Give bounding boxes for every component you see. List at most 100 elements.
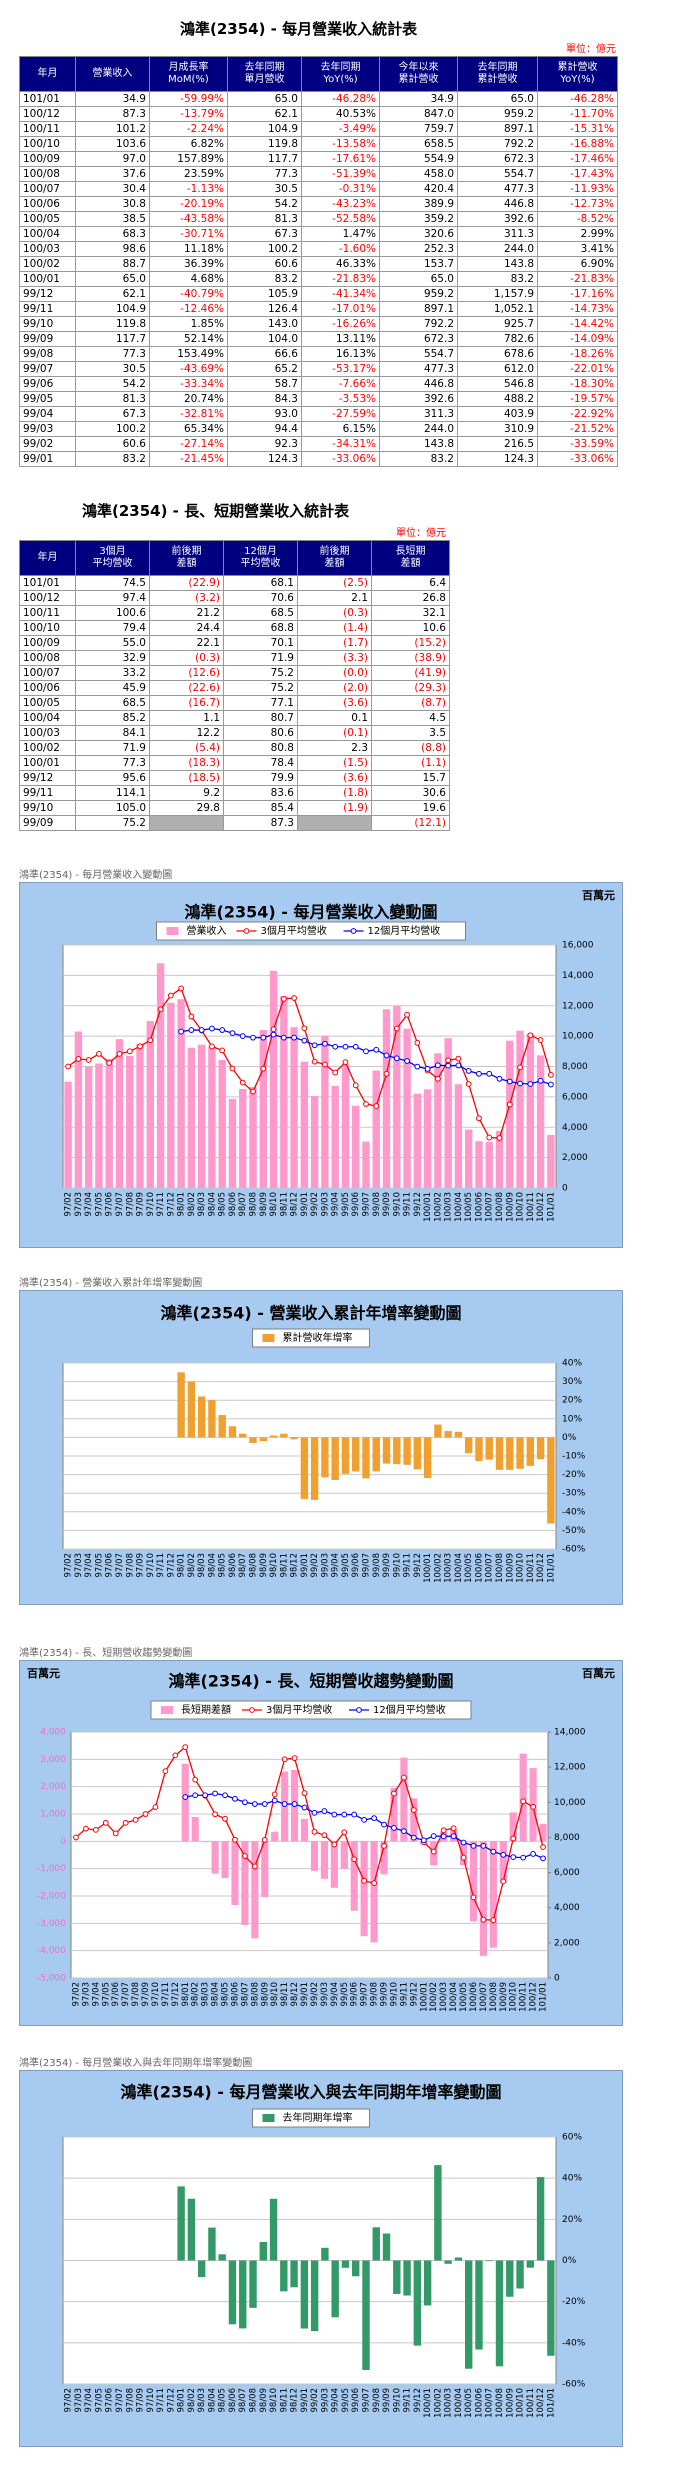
x-tick-label: 100/11	[526, 2388, 536, 2418]
table-cell: -21.83%	[301, 271, 380, 287]
point	[510, 1835, 517, 1842]
table-cell: -13.79%	[149, 106, 228, 122]
x-tick-label: 99/05	[341, 2388, 351, 2413]
point	[250, 1034, 256, 1041]
table-cell: 77.3	[227, 166, 302, 182]
point	[393, 1055, 400, 1062]
point	[122, 1819, 129, 1826]
legend-marker	[243, 928, 250, 934]
point	[270, 1031, 277, 1038]
table-cell: 54.2	[227, 196, 302, 212]
x-tick-label: 99/08	[372, 1553, 382, 1578]
table-row: 99/08 77.3 153.49% 66.6 16.13% 554.7 678.6 -18.…	[19, 346, 618, 362]
point	[271, 1791, 278, 1798]
table-cell: 119.8	[75, 316, 150, 332]
table-cell: 143.8	[457, 256, 538, 272]
point	[73, 1834, 79, 1841]
legend-label: 12個月平均營收	[368, 924, 441, 937]
table-cell: 100/10	[19, 136, 76, 152]
header-cell: 營業收入	[75, 56, 150, 92]
table-cell: 104.0	[227, 331, 302, 347]
point	[537, 1077, 544, 1084]
x-tick-label: 97/07	[115, 1192, 125, 1217]
table-cell: 100/12	[19, 106, 76, 122]
table-cell: 100.6	[75, 605, 150, 621]
bar	[280, 996, 288, 1188]
x-tick-label: 99/06	[350, 1982, 360, 2007]
table-cell: 24.4	[149, 620, 224, 636]
table-cell: 100/05	[19, 695, 76, 711]
x-tick-label: 97/11	[156, 1553, 166, 1578]
header-text: 累計營收	[477, 74, 518, 85]
table-cell: -3.53%	[301, 391, 380, 407]
legend-marker	[350, 928, 357, 934]
table-cell: 897.1	[379, 301, 458, 317]
x-tick-label: 98/11	[280, 1982, 290, 2007]
x-tick-label: 100/10	[516, 1192, 526, 1222]
x-tick-label: 97/08	[125, 1192, 135, 1217]
table-cell: 100/07	[19, 181, 76, 197]
bar	[526, 1034, 535, 1188]
point	[280, 1034, 287, 1041]
table-cell: 446.8	[379, 376, 458, 392]
x-tick-label: 98/10	[269, 1192, 279, 1217]
bar	[218, 1415, 226, 1438]
table-row: 100/06 30.8 -20.19% 54.2 -43.23% 389.9 446.8 -1…	[19, 196, 618, 212]
bar	[300, 1437, 309, 1499]
table-cell: 22.1	[149, 635, 224, 651]
data-table: 年月 營業收入 月成長率 MoM(%) 去年同期 單月營收 去年同期 YoY(%) 今年以來 累計…	[19, 56, 618, 467]
legend-label: 去年同期年增率	[283, 2111, 353, 2124]
table-cell: (2.0)	[297, 680, 372, 696]
x-tick-label: 99/01	[300, 1982, 310, 2007]
table-cell: -46.28%	[301, 91, 380, 107]
table-cell: 83.2	[75, 451, 150, 467]
header-text: 差額	[176, 558, 197, 569]
bar	[331, 2260, 339, 2318]
y-tick-label: 12,000	[562, 1001, 594, 1011]
x-tick-label: 101/01	[546, 1192, 556, 1222]
table-cell: 1,052.1	[457, 301, 538, 317]
table-cell: 311.3	[457, 226, 538, 242]
point	[157, 1006, 164, 1013]
table-cell: 9.2	[149, 785, 224, 801]
table-row: 99/12 62.1 -40.79% 105.9 -41.34% 959.2 1,157.9…	[19, 286, 618, 302]
bar	[208, 2227, 216, 2261]
table-cell: 67.3	[227, 226, 302, 242]
table-cell: -59.99%	[149, 91, 228, 107]
table-cell: 100/12	[19, 590, 76, 606]
header-text: 長短期	[395, 546, 426, 557]
point	[322, 1040, 328, 1047]
x-tick-label: 98/02	[187, 1192, 197, 1217]
table-cell: 6.4	[371, 575, 450, 591]
x-tick-label: 97/03	[81, 1982, 91, 2007]
point	[182, 1794, 189, 1800]
x-tick-label: 98/11	[279, 1192, 289, 1217]
y2-tick-label: 14,000	[554, 1728, 586, 1738]
table-cell: 153.7	[379, 256, 458, 272]
table-cell: 99/09	[19, 331, 76, 347]
point	[517, 1064, 523, 1071]
x-tick-label: 99/04	[331, 2388, 341, 2413]
table-cell: -43.23%	[301, 196, 380, 212]
bar	[506, 2260, 514, 2297]
point	[209, 1043, 215, 1050]
table-row: 99/02 60.6 -27.14% 92.3 -34.31% 143.8 216.5 -33…	[19, 436, 618, 452]
header-cell: 3個月 平均營收	[75, 540, 150, 576]
x-tick-label: 99/04	[331, 1553, 341, 1578]
bar	[181, 1763, 189, 1842]
chart-caption: 鴻準(2354) - 營業收入累計年增率變動圖	[19, 1278, 203, 1289]
bar	[362, 2260, 370, 2370]
x-tick-label: 98/03	[201, 1982, 211, 2007]
table-row: 100/06 45.9 (22.6) 75.2 (2.0) (29.3)	[19, 680, 450, 696]
table-cell: (1.1)	[371, 755, 450, 771]
table-cell: 81.3	[227, 211, 302, 227]
table-cell: 68.8	[223, 620, 298, 636]
point	[530, 1803, 536, 1810]
table-row: 100/05 38.5 -43.58% 81.3 -52.58% 359.2 392.6 -8…	[19, 211, 618, 227]
x-tick-label: 99/09	[382, 1192, 392, 1217]
point	[209, 1025, 215, 1032]
point	[342, 1043, 349, 1050]
bar	[539, 1823, 547, 1842]
header-text: 平均營收	[240, 558, 281, 569]
bar	[177, 2186, 185, 2261]
